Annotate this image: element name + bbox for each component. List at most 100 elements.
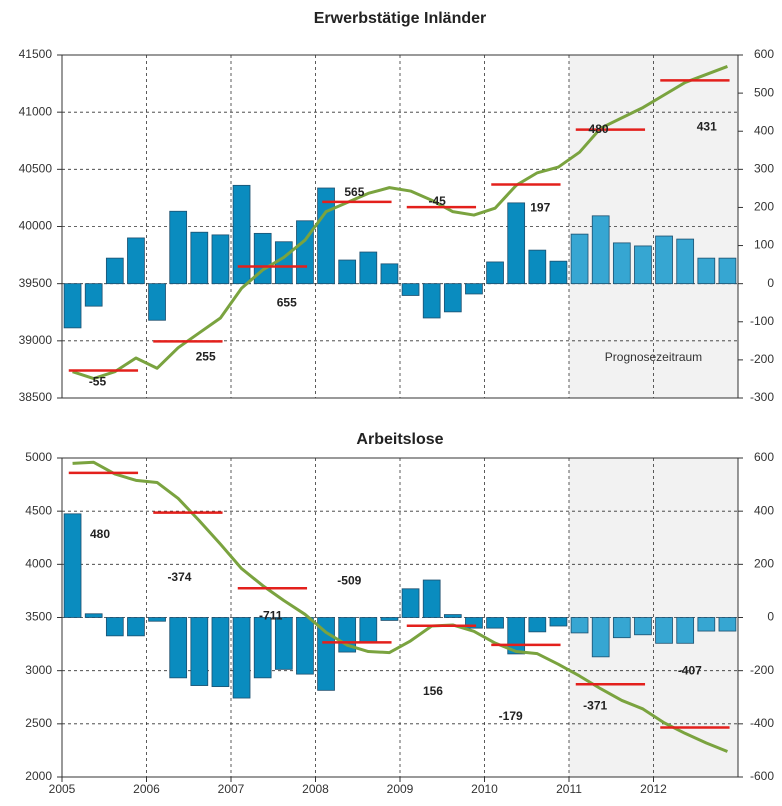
y2-tick-label: -600 bbox=[750, 769, 774, 783]
bar bbox=[169, 210, 188, 285]
y-tick-label: 40000 bbox=[19, 219, 53, 233]
bar bbox=[570, 233, 589, 285]
bar bbox=[63, 283, 82, 329]
x-tick-label: 2005 bbox=[49, 782, 76, 796]
bar bbox=[253, 617, 272, 679]
y2-tick-label: 0 bbox=[767, 276, 774, 290]
y2-tick-label: 300 bbox=[754, 162, 774, 176]
annual-change-label: 431 bbox=[697, 120, 717, 134]
bar bbox=[359, 251, 378, 285]
y-tick-label: 2500 bbox=[25, 716, 52, 730]
x-tick-label: 2010 bbox=[471, 782, 498, 796]
bar bbox=[169, 617, 188, 679]
y2-tick-label: -200 bbox=[750, 352, 774, 366]
y2-tick-label: 400 bbox=[754, 123, 774, 137]
y-tick-label: 41500 bbox=[19, 47, 53, 61]
x-tick-label: 2012 bbox=[640, 782, 667, 796]
bar bbox=[528, 249, 547, 285]
bar bbox=[84, 283, 103, 307]
bar bbox=[549, 260, 568, 285]
y-tick-label: 41000 bbox=[19, 104, 53, 118]
annual-change-label: -509 bbox=[337, 574, 361, 588]
x-tick-label: 2011 bbox=[556, 782, 582, 796]
x-tick-label: 2006 bbox=[133, 782, 160, 796]
bar bbox=[486, 617, 504, 629]
y-tick-label: 38500 bbox=[19, 390, 53, 404]
bar bbox=[317, 187, 335, 285]
bar bbox=[105, 617, 124, 637]
y-tick-label: 39500 bbox=[19, 276, 53, 290]
bar bbox=[148, 617, 166, 622]
y2-tick-label: -300 bbox=[750, 390, 774, 404]
bar bbox=[549, 617, 568, 627]
y2-tick-label: -400 bbox=[750, 716, 774, 730]
annual-change-label: 197 bbox=[530, 201, 550, 215]
bar bbox=[465, 283, 483, 295]
bar bbox=[211, 234, 230, 285]
bar bbox=[634, 245, 652, 285]
y-tick-label: 40500 bbox=[19, 162, 53, 176]
bar bbox=[676, 617, 695, 644]
bar bbox=[105, 257, 124, 285]
x-tick-label: 2008 bbox=[302, 782, 329, 796]
annual-change-label: 255 bbox=[196, 350, 216, 364]
y2-tick-label: 0 bbox=[767, 610, 774, 624]
bar bbox=[443, 283, 462, 313]
bar bbox=[570, 617, 589, 634]
bar bbox=[148, 283, 166, 321]
y2-tick-label: -100 bbox=[750, 314, 774, 328]
plot-frame bbox=[61, 54, 739, 399]
bar bbox=[697, 257, 716, 285]
bar bbox=[401, 588, 420, 618]
annual-change-label: -55 bbox=[89, 375, 107, 389]
bar bbox=[697, 617, 716, 632]
y-tick-label: 4500 bbox=[25, 503, 52, 517]
y-tick-label: 3500 bbox=[25, 610, 52, 624]
y-tick-label: 39000 bbox=[19, 333, 53, 347]
bar bbox=[296, 617, 314, 675]
bar bbox=[655, 617, 673, 644]
bar bbox=[465, 617, 483, 629]
bar bbox=[380, 263, 399, 285]
bar bbox=[422, 579, 441, 618]
bar bbox=[422, 283, 441, 319]
bar bbox=[232, 617, 251, 699]
chart-title: Arbeitslose bbox=[356, 431, 443, 448]
bar bbox=[443, 614, 462, 618]
y2-tick-label: 200 bbox=[754, 200, 774, 214]
bar bbox=[634, 617, 652, 636]
y2-tick-label: 100 bbox=[754, 238, 774, 252]
bar bbox=[127, 617, 145, 637]
bar bbox=[486, 261, 504, 285]
line bbox=[72, 460, 728, 753]
annual-change-label: -371 bbox=[583, 698, 607, 712]
bar bbox=[190, 231, 209, 285]
annual-change-label: -45 bbox=[429, 194, 447, 208]
annual-change-label: -711 bbox=[259, 608, 283, 622]
annual-change-label: -179 bbox=[499, 709, 523, 723]
bar bbox=[190, 617, 209, 686]
bar bbox=[232, 184, 251, 285]
y2-tick-label: 600 bbox=[754, 450, 774, 464]
bar bbox=[507, 202, 526, 285]
bar bbox=[718, 257, 737, 285]
line bbox=[72, 65, 728, 381]
bar bbox=[211, 617, 230, 688]
bar bbox=[359, 617, 378, 643]
bar bbox=[84, 613, 103, 618]
x-tick-label: 2009 bbox=[387, 782, 414, 796]
y2-tick-label: 200 bbox=[754, 557, 774, 571]
bar bbox=[591, 617, 610, 658]
y-tick-label: 3000 bbox=[25, 663, 52, 677]
y2-tick-label: -200 bbox=[750, 663, 774, 677]
bar bbox=[274, 617, 293, 670]
bar bbox=[718, 617, 737, 632]
annual-change-label: 480 bbox=[90, 527, 110, 541]
y2-tick-label: 600 bbox=[754, 47, 774, 61]
bar bbox=[676, 238, 695, 285]
bar bbox=[338, 259, 357, 285]
bar bbox=[274, 241, 293, 285]
bar bbox=[655, 235, 673, 285]
y2-tick-label: 400 bbox=[754, 503, 774, 517]
